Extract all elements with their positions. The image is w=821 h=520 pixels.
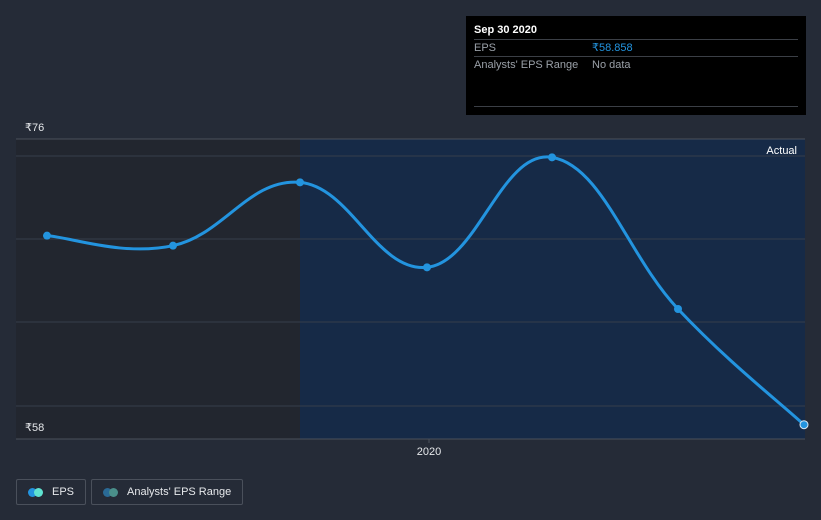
actual-region-label: Actual — [766, 145, 797, 157]
eps-points — [43, 153, 809, 430]
eps-data-point[interactable] — [548, 153, 556, 162]
legend: EPS Analysts' EPS Range — [16, 479, 244, 505]
tooltip-range-label: Analysts' EPS Range — [474, 59, 579, 71]
legend-eps-button[interactable]: EPS — [16, 479, 87, 505]
y-axis-bottom-label: ₹58 — [25, 422, 45, 434]
tooltip-range-value: No data — [592, 59, 631, 71]
eps-data-point[interactable] — [169, 241, 177, 250]
tooltip: Sep 30 2020 EPS ₹58.858 Analysts' EPS Ra… — [466, 16, 806, 115]
tooltip-row-range: Analysts' EPS Range No data — [474, 57, 798, 73]
y-axis-top-label: ₹76 — [25, 122, 45, 134]
tooltip-divider — [474, 106, 798, 107]
legend-eps-label: EPS — [52, 486, 75, 498]
actual-region — [300, 139, 805, 439]
tooltip-date: Sep 30 2020 — [474, 16, 798, 40]
eps-data-point[interactable] — [43, 231, 51, 240]
legend-analysts-range-label: Analysts' EPS Range — [127, 486, 232, 498]
tooltip-row-eps: EPS ₹58.858 — [474, 40, 798, 57]
analysts-range-legend-icon — [103, 487, 119, 497]
past-region — [16, 139, 300, 439]
eps-data-point[interactable] — [799, 420, 809, 430]
tooltip-eps-value: ₹58.858 — [592, 42, 633, 54]
eps-data-point[interactable] — [423, 263, 431, 272]
legend-analysts-range-button[interactable]: Analysts' EPS Range — [91, 479, 244, 505]
eps-data-point[interactable] — [296, 178, 304, 187]
x-axis-label-2020: 2020 — [416, 446, 442, 458]
eps-legend-icon — [28, 487, 43, 497]
eps-data-point[interactable] — [674, 305, 682, 313]
tooltip-eps-label: EPS — [474, 42, 497, 54]
